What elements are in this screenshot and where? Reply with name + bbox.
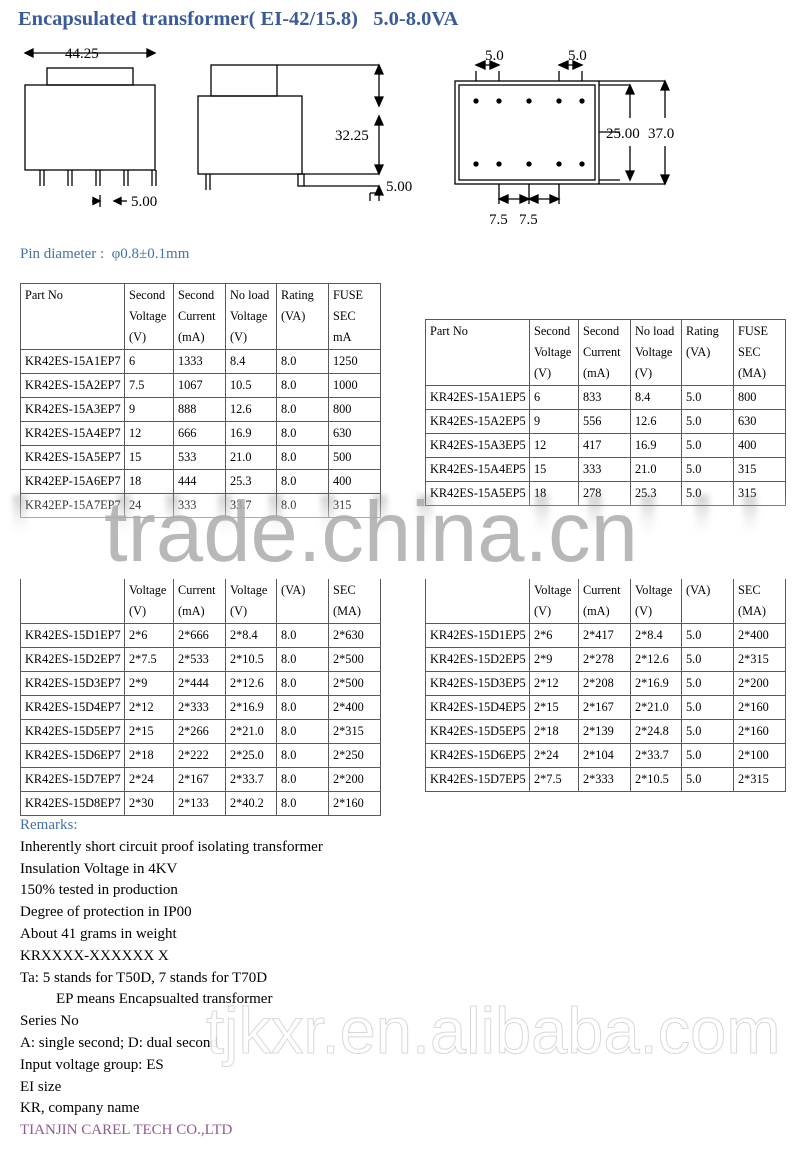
svg-text:44.25: 44.25 bbox=[65, 46, 99, 62]
svg-text:5.00: 5.00 bbox=[386, 179, 412, 195]
svg-text:5.00: 5.00 bbox=[131, 194, 157, 210]
svg-text:32.25: 32.25 bbox=[335, 128, 369, 144]
svg-text:7.5: 7.5 bbox=[489, 212, 508, 228]
svg-text:5.0: 5.0 bbox=[485, 48, 504, 64]
svg-text:25.00: 25.00 bbox=[606, 126, 640, 142]
svg-text:5.0: 5.0 bbox=[568, 48, 587, 64]
svg-text:7.5: 7.5 bbox=[519, 212, 538, 228]
svg-text:37.0: 37.0 bbox=[648, 126, 674, 142]
